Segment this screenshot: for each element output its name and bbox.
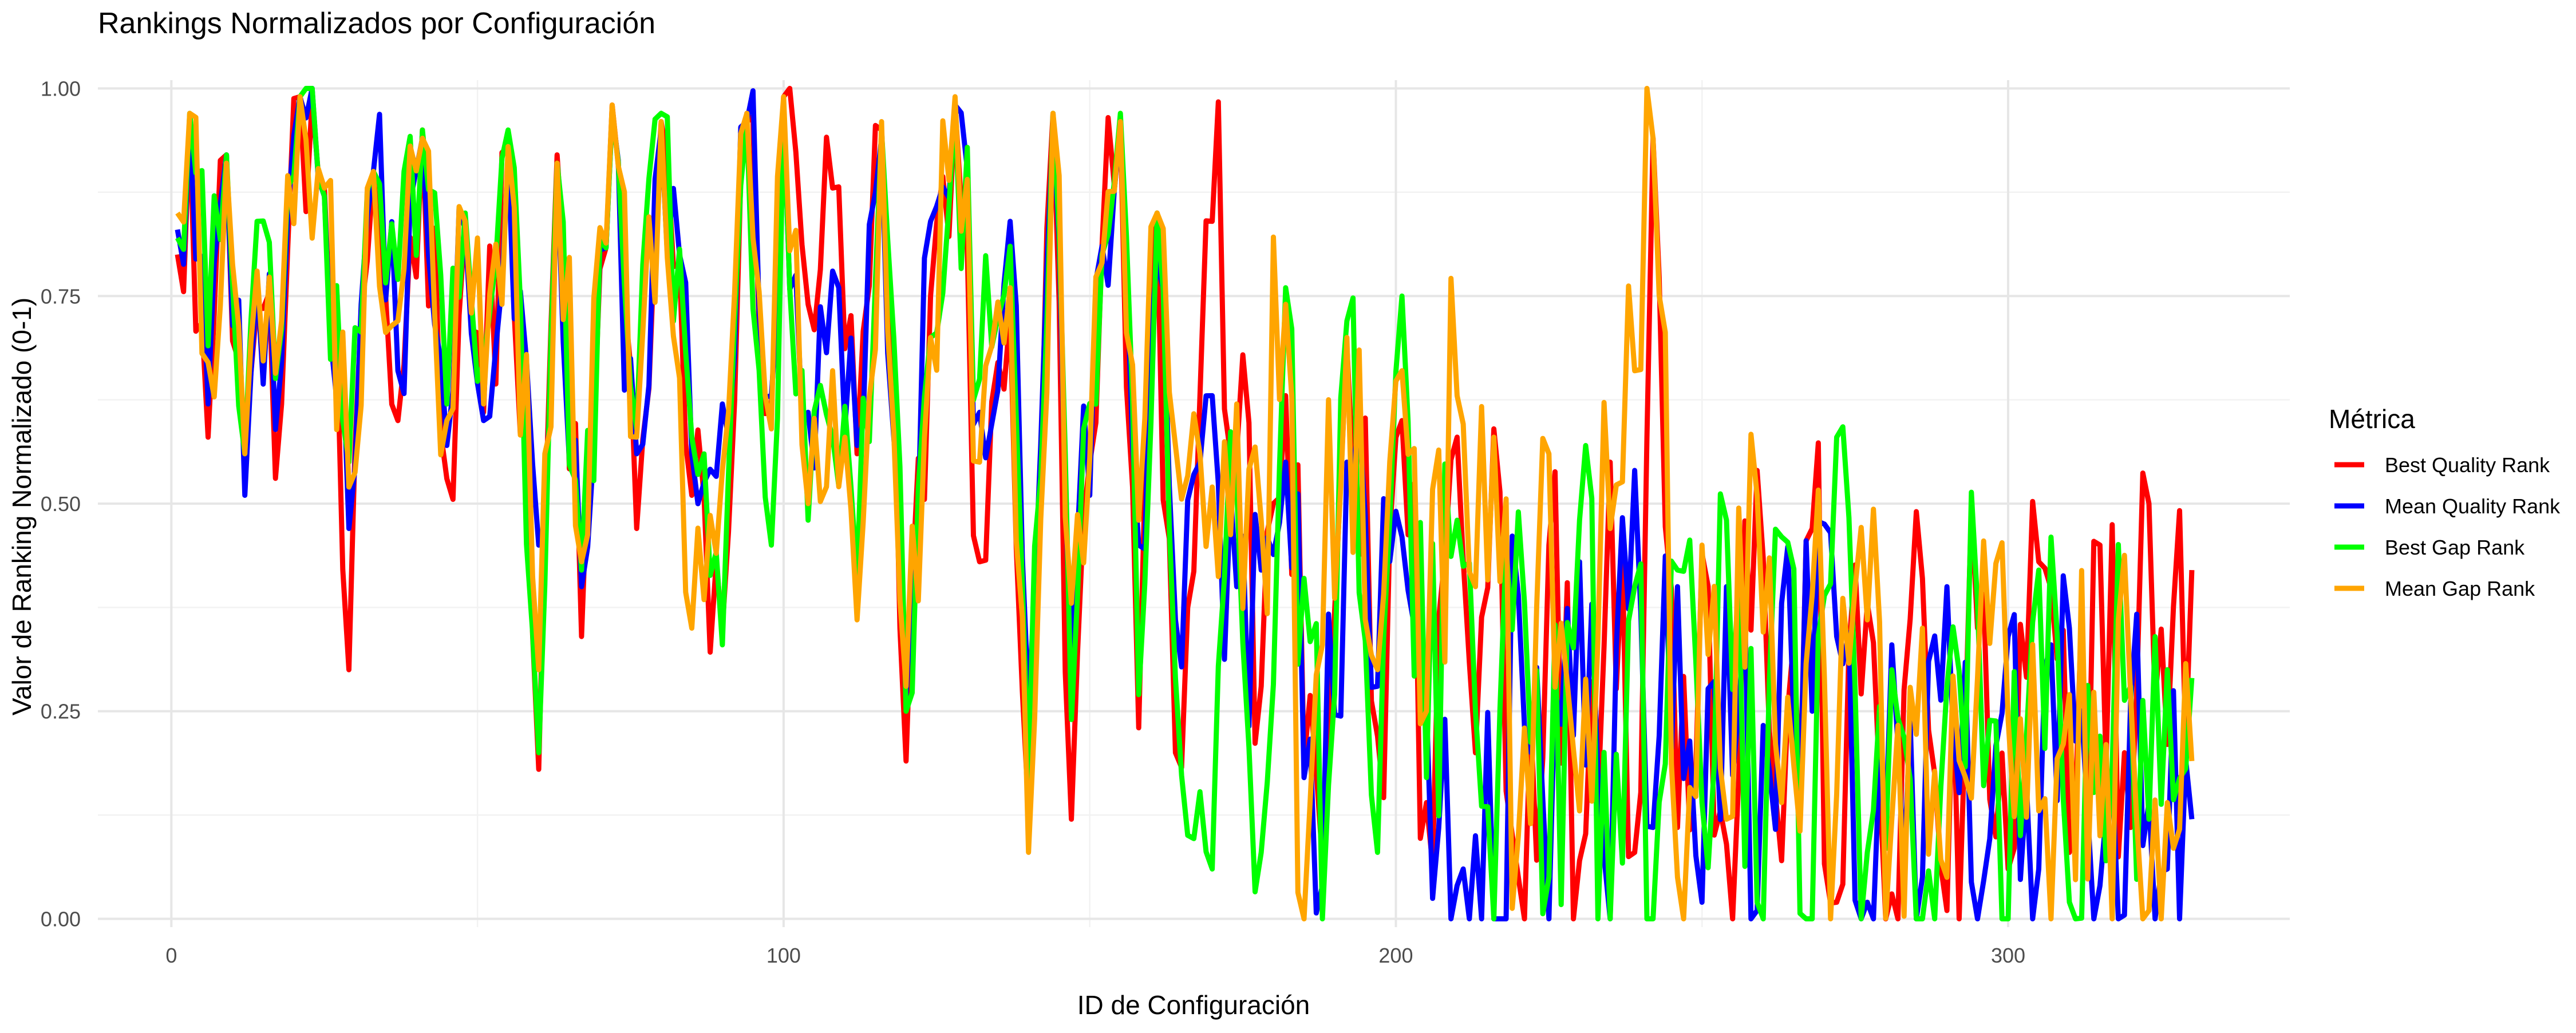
y-tick-label: 0.75 [41, 284, 81, 308]
y-tick-label: 0.50 [41, 492, 81, 516]
series-line-mean-quality-rank [175, 86, 2195, 921]
x-tick-label: 100 [767, 944, 801, 967]
legend-entry-label: Best Gap Rank [2385, 536, 2525, 559]
series-line-mean-gap-rank [175, 86, 2195, 921]
legend-entry-label: Mean Quality Rank [2385, 494, 2561, 518]
x-tick-label: 200 [1378, 944, 1413, 967]
y-axis-label: Valor de Ranking Normalizado (0-1) [7, 298, 37, 715]
chart-title: Rankings Normalizados por Configuración [98, 7, 655, 40]
legend-entry-label: Best Quality Rank [2385, 453, 2550, 477]
plot-panel: 0.00 0.25 0.50 0.75 1.00 0 100 200 300 [41, 77, 2290, 967]
series-line-best-gap-rank [175, 86, 2195, 921]
y-tick-label: 0.25 [41, 700, 81, 723]
y-tick-label: 1.00 [41, 77, 81, 101]
legend: Métrica Best Quality Rank Mean Quality Ra… [2329, 404, 2561, 600]
y-tick-label: 0.00 [41, 907, 81, 931]
x-tick-label: 0 [165, 944, 177, 967]
legend-entry-label: Mean Gap Rank [2385, 577, 2535, 600]
x-axis-label: ID de Configuración [1077, 990, 1310, 1020]
legend-title: Métrica [2329, 404, 2415, 434]
x-tick-label: 300 [1991, 944, 2025, 967]
